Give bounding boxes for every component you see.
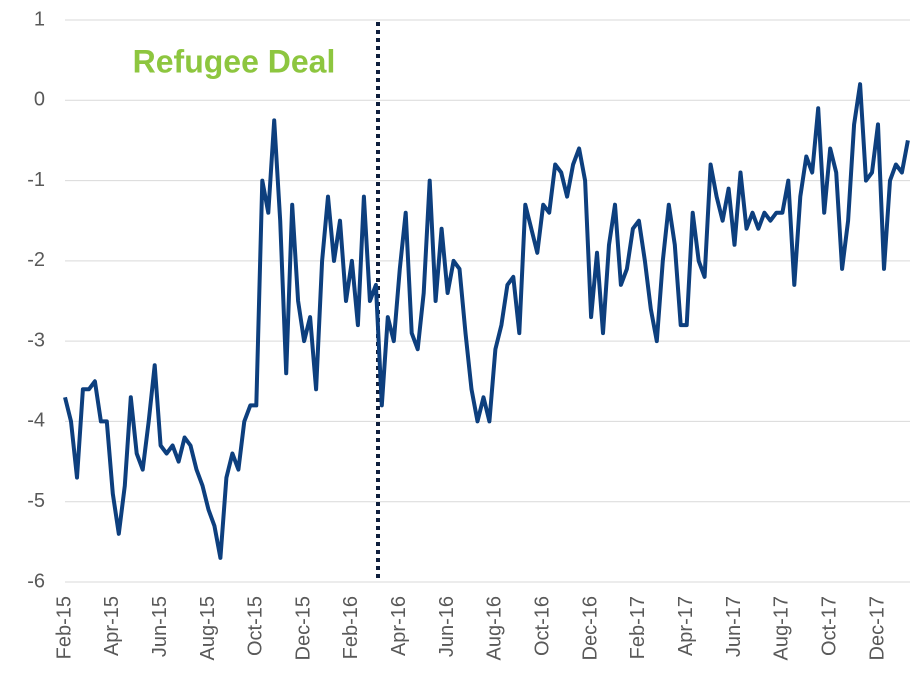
y-tick-label: -1 (27, 169, 45, 191)
x-tick-label: Aug-17 (771, 596, 793, 661)
annotation: Refugee Deal (133, 43, 336, 79)
x-tick-label: Oct-15 (245, 596, 267, 656)
y-tick-label: 1 (34, 8, 45, 30)
x-tick-label: Oct-17 (818, 596, 840, 656)
y-tick-label: 0 (34, 89, 45, 111)
y-tick-label: -5 (27, 490, 45, 512)
x-tick-label: Feb-15 (53, 596, 75, 659)
x-tick-label: Dec-16 (579, 596, 601, 660)
x-tick-label: Apr-15 (101, 596, 123, 656)
x-tick-label: Feb-17 (627, 596, 649, 659)
x-tick-label: Dec-17 (866, 596, 888, 660)
y-tick-label: -3 (27, 329, 45, 351)
x-tick-label: Apr-16 (388, 596, 410, 656)
x-tick-label: Dec-15 (292, 596, 314, 660)
x-tick-label: Oct-16 (532, 596, 554, 656)
y-tick-label: -4 (27, 410, 45, 432)
x-tick-label: Jun-17 (723, 596, 745, 657)
x-tick-label: Apr-17 (675, 596, 697, 656)
data-line (63, 82, 910, 560)
x-tick-label: Jun-15 (149, 596, 171, 657)
y-tick-label: -2 (27, 249, 45, 271)
x-tick-label: Aug-16 (484, 596, 506, 661)
x-tick-label: Aug-15 (197, 596, 219, 661)
x-tick-label: Feb-16 (340, 596, 362, 659)
y-tick-label: -6 (27, 570, 45, 592)
x-tick-label: Jun-16 (436, 596, 458, 657)
